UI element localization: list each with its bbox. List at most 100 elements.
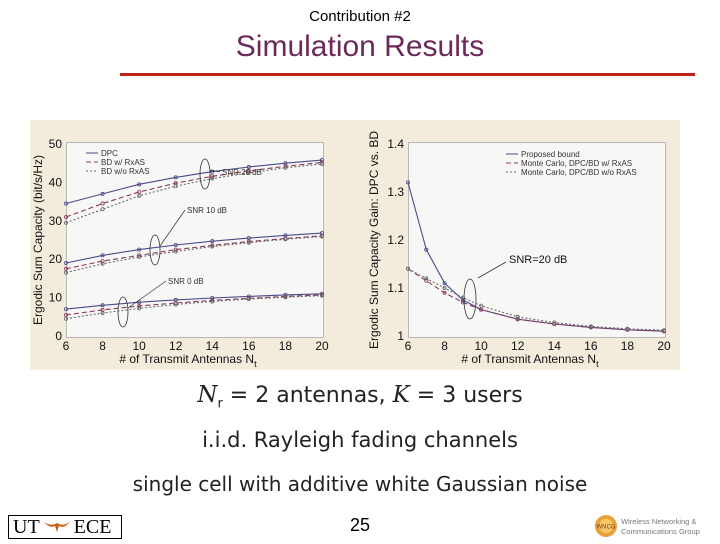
x-tick-label: 18 [279, 339, 293, 353]
data-point [319, 161, 324, 166]
series-line [407, 268, 665, 331]
wncg-line-1: Wireless Networking & [621, 517, 696, 526]
data-point [210, 299, 215, 304]
data-point [210, 174, 215, 179]
data-point [173, 247, 178, 252]
y-tick-label: 10 [49, 291, 63, 305]
wncg-badge-text: WNCG [597, 525, 616, 531]
data-point [424, 247, 429, 252]
x-tick-label: 6 [405, 339, 412, 353]
legend-entry: Monte Carlo, DPC/BD w/ RxAS [521, 159, 632, 168]
wncg-badge-icon: WNCG Wireless Networking & Communication… [595, 515, 700, 537]
data-point [283, 237, 288, 242]
legend-entry: BD w/ RxAS [101, 158, 145, 167]
data-point [246, 240, 251, 245]
data-point [210, 169, 215, 174]
caption-1-mid: = 2 antennas, [222, 383, 393, 408]
data-point [100, 207, 105, 212]
x-tick-label: 8 [99, 339, 106, 353]
annotation-ellipse [199, 158, 211, 190]
data-point [625, 326, 630, 331]
x-tick-label: 10 [474, 339, 488, 353]
right-plot-area [408, 142, 666, 338]
x-axis-label: # of Transmit Antennas Nt [461, 352, 599, 369]
data-point [173, 175, 178, 180]
series-line [65, 161, 323, 218]
data-point [100, 253, 105, 258]
data-point [100, 259, 105, 264]
x-tick-label: 14 [206, 339, 220, 353]
slide-section-label: Contribution #2 [309, 8, 411, 25]
series-line [65, 294, 323, 316]
ut-ece-logo: UT ECE [8, 515, 122, 539]
data-point [137, 300, 142, 305]
data-point [137, 253, 142, 258]
left-chart: 6 8 10 12 14 16 18 20 0 10 20 30 40 50 # of Transmit A… [31, 137, 329, 369]
data-point [319, 293, 324, 298]
page-number: 25 [349, 515, 371, 535]
ut-logo-text: UT [13, 515, 40, 538]
series-line [65, 163, 323, 224]
annotation-ellipse [117, 296, 129, 328]
data-point [442, 285, 447, 290]
snr-annotation: SNR=20 dB [509, 254, 567, 266]
snr-annotation: SNR 0 dB [168, 277, 204, 286]
data-point [283, 164, 288, 169]
y-tick-label: 40 [49, 175, 63, 189]
data-point [210, 244, 215, 249]
x-tick-label: 16 [584, 339, 598, 353]
data-point [137, 182, 142, 187]
caption-line-2: i.i.d. Rayleigh fading channels [202, 428, 518, 452]
data-point [283, 165, 288, 170]
data-point [319, 158, 324, 163]
data-point [64, 220, 69, 225]
legend-entry: BD w/o RxAS [101, 167, 149, 176]
data-point [100, 201, 105, 206]
x-tick-label: 12 [169, 339, 183, 353]
series-line [407, 182, 665, 332]
data-point [137, 304, 142, 309]
data-point [442, 290, 447, 295]
data-point [137, 193, 142, 198]
nr-subscript: r [217, 396, 223, 412]
data-point [662, 328, 667, 333]
y-tick-label: 20 [49, 252, 63, 266]
y-tick-label: 1 [397, 329, 404, 343]
series-line [65, 232, 323, 264]
data-point [246, 294, 251, 299]
legend-entry: Proposed bound [521, 150, 580, 159]
data-point [137, 254, 142, 259]
data-point [246, 165, 251, 170]
legend-entry: DPC [101, 149, 118, 158]
data-point [173, 300, 178, 305]
caption-line-1: Nr = 2 antennas, K = 3 users [0, 382, 720, 411]
y-tick-label: 0 [55, 329, 62, 343]
right-chart: 6 8 10 12 14 16 18 20 1 1.1 1.2 1.3 1.4 # of Transmit… [367, 131, 671, 369]
x-tick-label: 18 [621, 339, 635, 353]
wncg-line-2: Communications Group [621, 527, 700, 536]
data-point [64, 316, 69, 321]
series-line [65, 159, 323, 205]
x-tick-label: 8 [441, 339, 448, 353]
wncg-logo: WNCG Wireless Networking & Communication… [594, 513, 718, 539]
slide-title: Simulation Results [235, 30, 485, 63]
x-tick-label: 10 [132, 339, 146, 353]
ece-logo-text: ECE [73, 515, 112, 538]
data-point [137, 247, 142, 252]
title-underline [120, 73, 695, 76]
data-point [515, 317, 520, 322]
x-tick-label: 20 [657, 339, 671, 353]
x-axis-label: # of Transmit Antennas Nt [119, 352, 257, 369]
snr-annotation: SNR 20 dB [222, 168, 262, 177]
series-line [65, 235, 323, 274]
data-point [173, 242, 178, 247]
annotation-arrow [127, 280, 167, 309]
y-tick-label: 1.3 [387, 185, 404, 199]
data-point [246, 168, 251, 173]
annotation-arrow [209, 169, 221, 173]
data-point [588, 324, 593, 329]
data-point [64, 261, 69, 266]
data-point [552, 320, 557, 325]
nr-symbol: N [197, 382, 218, 408]
y-tick-label: 30 [49, 214, 63, 228]
